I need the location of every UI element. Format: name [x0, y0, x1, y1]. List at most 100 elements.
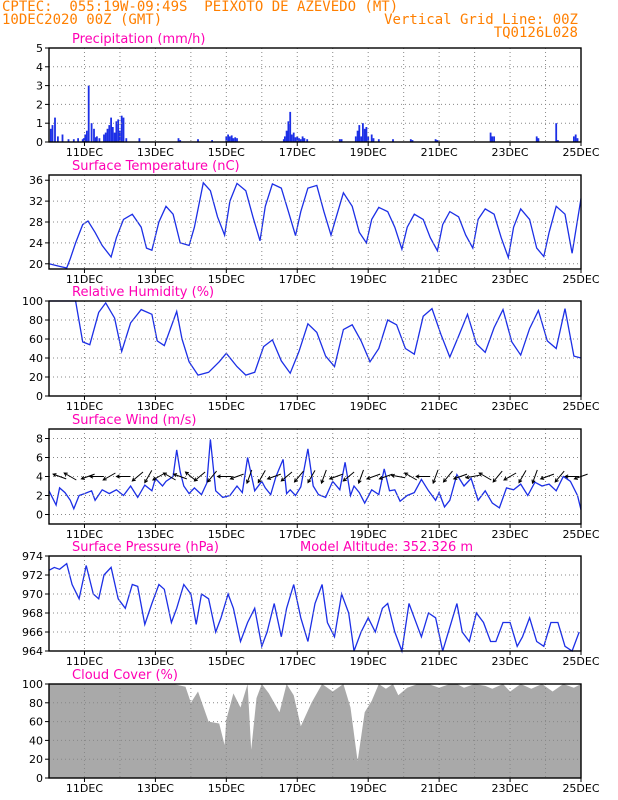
- precipitation-bar: [84, 134, 87, 142]
- precipitation-bar: [234, 137, 237, 142]
- temperature-panel: 20 24 28 32 36 11DEC 13DEC 15DEC 17DEC 19DEC 21DEC…: [29, 159, 600, 286]
- humidity-ytick-label: 20: [29, 371, 43, 384]
- temperature-ytick-label: 24: [29, 237, 43, 250]
- precipitation-bar: [296, 136, 299, 142]
- pressure-ytick-label: 972: [22, 569, 43, 582]
- wind-arrow: [573, 473, 588, 480]
- wind-arrow: [280, 471, 293, 482]
- pressure-xtick-label: 17DEC: [279, 655, 316, 668]
- humidity-ytick-label: 60: [29, 333, 43, 346]
- pressure-ytick-label: 968: [22, 607, 43, 620]
- wind-arrow: [478, 472, 492, 481]
- humidity-ytick-label: 40: [29, 352, 43, 365]
- precipitation-xtick-label: 13DEC: [137, 146, 174, 159]
- precipitation-bar: [354, 136, 357, 142]
- precipitation-bar: [285, 130, 288, 142]
- temperature-series-line: [48, 181, 582, 269]
- precipitation-bar: [365, 127, 368, 142]
- wind-xtick-label: 19DEC: [350, 528, 387, 541]
- precipitation-bar: [576, 138, 579, 142]
- cloud-cover-ytick-label: 20: [29, 753, 43, 766]
- wind-xtick-label: 25DEC: [562, 528, 599, 541]
- wind-arrow: [390, 473, 406, 479]
- precipitation-bar: [493, 136, 495, 142]
- wind-title: Surface Wind (m/s): [72, 413, 196, 428]
- precipitation-bar: [306, 139, 309, 142]
- precipitation-bar: [340, 139, 343, 142]
- precipitation-bar: [225, 136, 228, 142]
- temperature-xtick-label: 13DEC: [137, 273, 174, 286]
- header-grid-note: Vertical Grid Line: 00Z: [384, 12, 578, 28]
- wind-arrow: [131, 471, 144, 482]
- precipitation-bar: [211, 140, 213, 142]
- wind-arrow: [328, 473, 344, 480]
- wind-arrow: [464, 474, 480, 480]
- pressure-frame: [48, 555, 582, 652]
- cloud-cover-xtick-label: 15DEC: [208, 782, 245, 795]
- precipitation-bar: [356, 130, 359, 142]
- pressure-ytick-label: 964: [22, 645, 43, 658]
- wind-arrow: [320, 469, 327, 485]
- wind-arrow: [172, 473, 187, 480]
- wind-arrow: [518, 470, 527, 484]
- wind-xtick-label: 21DEC: [421, 528, 458, 541]
- pressure-xtick-label: 11DEC: [66, 655, 103, 668]
- precipitation-bar: [298, 138, 300, 142]
- precipitation-bar: [49, 128, 52, 142]
- precipitation-bar: [535, 136, 538, 142]
- precipitation-bar: [282, 139, 285, 142]
- precipitation-bar: [491, 136, 494, 142]
- precipitation-bar: [358, 125, 361, 142]
- precipitation-xtick-label: 21DEC: [421, 146, 458, 159]
- cloud-cover-title: Cloud Cover (%): [72, 668, 178, 683]
- precipitation-bar: [377, 139, 380, 142]
- wind-ytick-label: 2: [36, 490, 43, 503]
- pressure-xtick-label: 15DEC: [208, 655, 245, 668]
- precipitation-bar: [555, 123, 558, 142]
- wind-ytick-label: 6: [36, 452, 43, 465]
- precipitation-bar: [86, 130, 88, 142]
- precipitation-xtick-label: 25DEC: [562, 146, 599, 159]
- precipitation-bar: [87, 85, 90, 142]
- wind-arrow: [442, 470, 453, 483]
- precipitation-bar: [77, 138, 79, 142]
- cloud-cover-ytick-label: 80: [29, 697, 43, 710]
- wind-arrow: [531, 469, 538, 485]
- wind-arrow: [63, 472, 77, 481]
- precipitation-bar: [299, 139, 302, 142]
- wind-arrow: [266, 473, 281, 480]
- wind-series-line: [48, 439, 582, 511]
- precipitation-bar: [106, 128, 109, 142]
- precipitation-bar: [54, 117, 56, 142]
- humidity-xtick-label: 25DEC: [562, 400, 599, 413]
- temperature-xtick-label: 17DEC: [279, 273, 316, 286]
- precipitation-bar: [111, 127, 114, 142]
- precipitation-bar: [51, 125, 54, 142]
- precipitation-bar: [61, 134, 64, 142]
- precipitation-ytick-label: 3: [36, 80, 43, 93]
- wind-arrow: [206, 470, 217, 483]
- precipitation-bar: [370, 134, 373, 142]
- wind-xtick-label: 13DEC: [137, 528, 174, 541]
- precipitation-xtick-label: 17DEC: [279, 146, 316, 159]
- pressure-xtick-label: 13DEC: [137, 655, 174, 668]
- precipitation-bar: [57, 136, 59, 142]
- pressure-xtick-label: 21DEC: [421, 655, 458, 668]
- wind-arrow: [229, 473, 244, 480]
- wind-arrow: [539, 473, 555, 480]
- temperature-ytick-label: 28: [29, 216, 43, 229]
- precipitation-bar: [409, 139, 412, 142]
- wind-xtick-label: 23DEC: [492, 528, 529, 541]
- wind-ytick-label: 4: [36, 471, 43, 484]
- precipitation-panel: 0 1 2 3 4 5 11DEC 13DEC 15DEC 17DEC 19DEC 21DEC 23DE…: [36, 32, 600, 159]
- precipitation-bar: [197, 139, 199, 142]
- precipitation-bar: [411, 140, 414, 142]
- cloud-cover-xtick-label: 13DEC: [137, 782, 174, 795]
- wind-arrow: [257, 470, 266, 484]
- precipitation-xtick-label: 19DEC: [350, 146, 387, 159]
- precipitation-bar: [363, 128, 366, 142]
- precipitation-title: Precipitation (mm/h): [72, 32, 205, 47]
- precipitation-xtick-label: 15DEC: [208, 146, 245, 159]
- wind-arrow: [554, 470, 565, 483]
- precipitation-xtick-label: 23DEC: [492, 146, 529, 159]
